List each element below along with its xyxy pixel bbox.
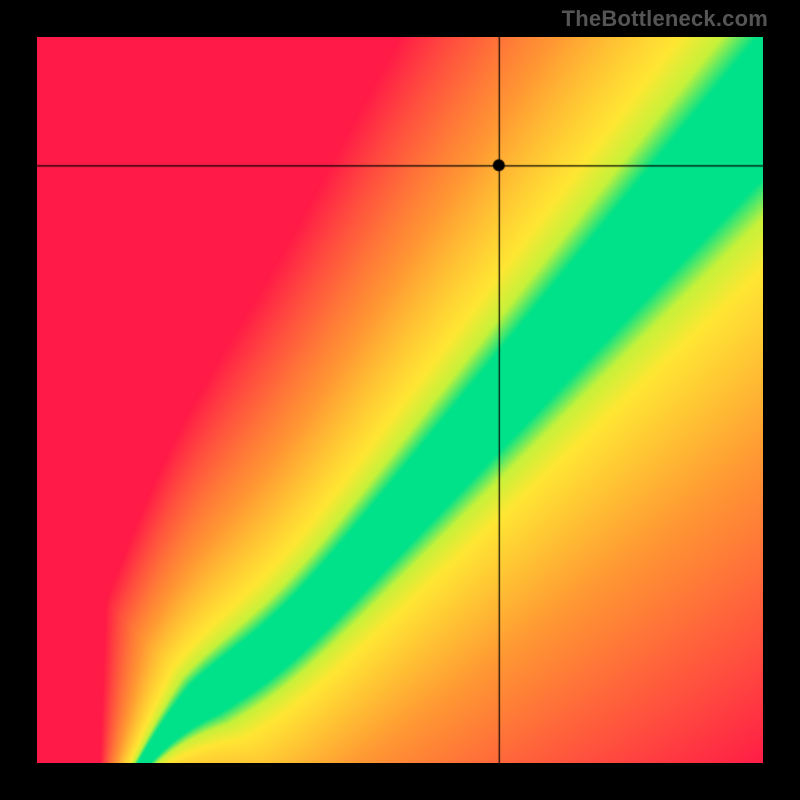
bottleneck-heatmap-chart [37, 37, 763, 763]
watermark-text: TheBottleneck.com [562, 6, 768, 32]
